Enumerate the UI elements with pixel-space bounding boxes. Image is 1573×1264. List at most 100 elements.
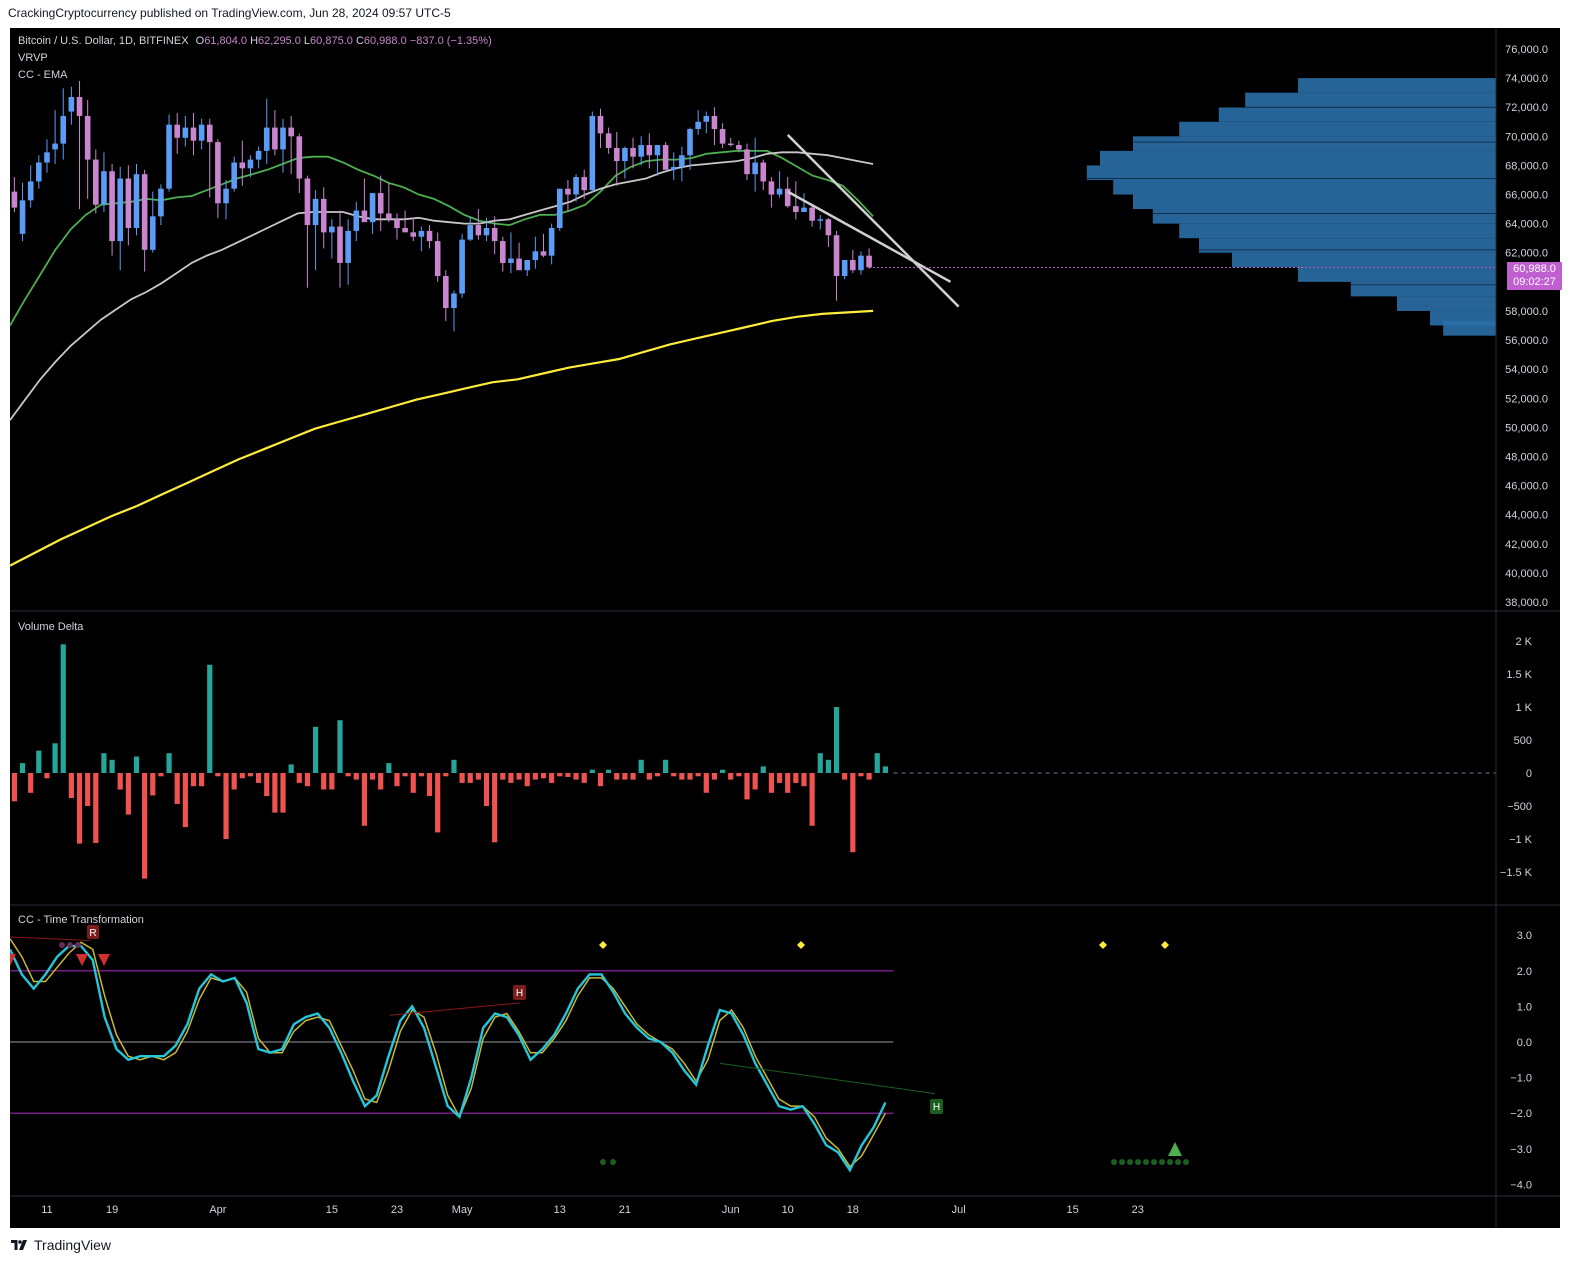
time-transformation-pane[interactable]: R H H — [10, 925, 1189, 1173]
divergence-marker-text: H — [933, 1102, 940, 1113]
volume-delta-bar — [663, 759, 669, 773]
volume-delta-bar — [369, 773, 376, 780]
volume-delta-bar — [850, 773, 856, 853]
candle-body — [809, 207, 815, 221]
volume-delta-bar — [337, 720, 343, 773]
time-axis-label: 11 — [41, 1204, 52, 1216]
footer-brand[interactable]: TradingView — [10, 1234, 111, 1256]
time-axis-label: Jun — [722, 1204, 740, 1216]
volume-delta-bar — [687, 773, 693, 780]
candle-body — [540, 251, 547, 256]
price-axis-tick: 48,000.0 — [1505, 451, 1548, 463]
volume-delta-bar — [44, 773, 50, 779]
volume-delta-bar — [646, 773, 652, 780]
divergence-marker-text: H — [516, 988, 523, 999]
volume-delta-bar — [874, 753, 880, 773]
volume-delta-bar — [540, 773, 547, 779]
volume-delta-bar — [589, 769, 595, 773]
candle-body — [524, 260, 531, 271]
candle-body — [508, 258, 514, 263]
time-axis-label: 15 — [326, 1204, 338, 1216]
volume-profile-bin — [1133, 136, 1496, 151]
time-transformation-title[interactable]: CC - Time Transformation — [18, 914, 144, 926]
volume-axis-tick: −500 — [1507, 801, 1532, 813]
peak-diamond — [797, 941, 805, 949]
volume-delta-bar — [158, 773, 164, 777]
reversal-marker-box — [87, 925, 99, 939]
volume-delta-bar — [842, 773, 848, 780]
ohlc-high: 62,295.0 — [258, 35, 301, 47]
volume-delta-bar — [68, 773, 74, 799]
chart-canvas[interactable]: R H H 76,000.0 74,000.0 72,000.0 70,000.0 68,0… — [10, 28, 1560, 1228]
volume-delta-pane[interactable] — [11, 644, 1496, 879]
candle-body — [434, 241, 441, 277]
volume-delta-title[interactable]: Volume Delta — [18, 621, 84, 633]
candle-body — [565, 188, 571, 195]
price-axis-tick: 72,000.0 — [1505, 102, 1548, 114]
volume-delta-bar — [28, 773, 34, 793]
ema-line-1 — [10, 150, 874, 326]
candle-body — [190, 127, 197, 141]
candle-body — [850, 260, 856, 271]
volume-profile-bin — [1232, 252, 1496, 268]
volume-profile-bin — [1179, 121, 1496, 137]
volume-delta-bar — [11, 773, 17, 802]
volume-delta-bar — [866, 773, 872, 780]
volume-delta-bar — [296, 773, 302, 783]
volume-profile-bin — [1443, 321, 1496, 336]
ohlc-close-label: C — [355, 35, 364, 47]
volume-delta-bar — [606, 769, 612, 773]
symbol-legend[interactable]: Bitcoin / U.S. Dollar, 1D, BITFINEX O61,… — [18, 35, 492, 47]
ema-line-2 — [10, 151, 874, 421]
hidden-divergence-top: H — [513, 985, 526, 1000]
overbought-dot — [75, 942, 81, 948]
volume-delta-bar — [793, 773, 799, 783]
candle-body — [589, 115, 596, 191]
volume-delta-bar — [817, 753, 823, 773]
oscillator-axis-tick: 1.0 — [1517, 1001, 1532, 1013]
price-pane[interactable] — [10, 81, 1496, 567]
price-axis-tick: 50,000.0 — [1505, 422, 1548, 434]
volume-delta-bar — [190, 773, 197, 787]
volume-profile-bin — [1199, 238, 1496, 253]
volume-profile-vrvp — [1076, 78, 1496, 336]
hidden-divergence-bottom: H — [930, 1099, 943, 1114]
volume-profile-bin — [1113, 179, 1496, 195]
candle-body — [459, 239, 465, 294]
oversold-dot — [1143, 1159, 1149, 1165]
candle-body — [532, 251, 539, 261]
candle-body — [833, 235, 840, 277]
last-price-tag: 60,988.0 09:02:27 — [1507, 262, 1562, 290]
volume-delta-bar — [85, 773, 91, 806]
volume-delta-bar — [508, 773, 514, 783]
candle-body — [377, 193, 384, 214]
volume-delta-bar — [760, 766, 766, 773]
volume-delta-bar — [426, 773, 433, 797]
brand-name: TradingView — [34, 1237, 112, 1253]
candle-body — [801, 207, 807, 212]
volume-axis-tick: 500 — [1514, 735, 1532, 747]
candle-body — [613, 147, 620, 162]
candle-body — [736, 145, 742, 150]
candle-body — [638, 145, 644, 157]
sell-signal-triangle — [76, 954, 88, 966]
candle-body — [703, 115, 710, 122]
indicator-vrvp-label[interactable]: VRVP — [18, 52, 48, 64]
volume-delta-bar — [679, 773, 685, 780]
oscillator-axis-tick: 2.0 — [1517, 966, 1532, 978]
volume-delta-bar — [386, 763, 392, 773]
candle-body — [670, 166, 677, 170]
volume-delta-bar — [597, 773, 604, 787]
volume-delta-bar — [329, 773, 335, 790]
wedge-trendline-2 — [787, 190, 952, 283]
candle-body — [369, 193, 376, 223]
volume-delta-bar — [801, 773, 807, 787]
price-axis-tick: 66,000.0 — [1505, 190, 1548, 202]
tradingview-logo-icon — [11, 1240, 27, 1250]
volume-delta-bar — [93, 773, 99, 843]
indicator-ema-label[interactable]: CC - EMA — [18, 69, 68, 81]
candle-body — [768, 181, 775, 195]
candle-body — [19, 200, 26, 234]
volume-delta-bar — [703, 773, 709, 793]
chart-frame[interactable]: R H H 76,000.0 74,000.0 72,000.0 70,000.0 68,0… — [10, 28, 1562, 1228]
